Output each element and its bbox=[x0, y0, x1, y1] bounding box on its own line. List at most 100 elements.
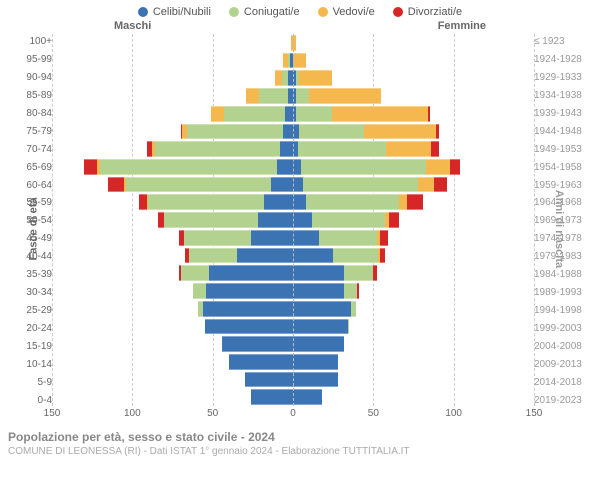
pyramid-row bbox=[52, 140, 534, 158]
bar-segment bbox=[108, 177, 124, 193]
bar-segment bbox=[306, 194, 399, 210]
age-label: 100+ bbox=[29, 36, 52, 47]
age-label: 70-74 bbox=[26, 144, 52, 155]
female-half bbox=[293, 354, 534, 370]
female-half bbox=[293, 106, 534, 122]
bar-segment bbox=[229, 354, 293, 370]
bar-segment bbox=[189, 248, 237, 264]
bar-segment bbox=[434, 177, 447, 193]
female-half bbox=[293, 283, 534, 299]
bar-segment bbox=[299, 124, 363, 140]
birth-label: 2014-2018 bbox=[534, 377, 582, 388]
male-half bbox=[52, 106, 293, 122]
bar-segment bbox=[299, 70, 331, 86]
legend-label: Celibi/Nubili bbox=[153, 6, 211, 18]
birth-label: 2004-2008 bbox=[534, 341, 582, 352]
bar-segment bbox=[407, 194, 423, 210]
female-half bbox=[293, 194, 534, 210]
bar-segment bbox=[293, 301, 351, 317]
legend-item: Coniugati/e bbox=[229, 6, 300, 18]
male-half bbox=[52, 88, 293, 104]
birth-label: 1954-1958 bbox=[534, 162, 582, 173]
age-label: 80-84 bbox=[26, 108, 52, 119]
male-half bbox=[52, 389, 293, 405]
chart-rows bbox=[52, 34, 534, 406]
male-half bbox=[52, 70, 293, 86]
bar-segment bbox=[224, 106, 285, 122]
bar-segment bbox=[293, 248, 333, 264]
female-half bbox=[293, 177, 534, 193]
bar-segment bbox=[357, 283, 359, 299]
bar-segment bbox=[293, 212, 312, 228]
pyramid-row bbox=[52, 282, 534, 300]
bar-segment bbox=[264, 194, 293, 210]
age-label: 15-19 bbox=[26, 341, 52, 352]
bar-segment bbox=[293, 35, 296, 51]
bar-segment bbox=[187, 124, 283, 140]
male-half bbox=[52, 372, 293, 388]
bar-segment bbox=[298, 141, 386, 157]
birth-label: 1989-1993 bbox=[534, 287, 582, 298]
plot-area: Fasce di età Anni di nascita 100+95-9990… bbox=[4, 34, 596, 424]
legend: Celibi/Nubili Coniugati/e Vedovi/e Divorzia… bbox=[4, 6, 596, 18]
bar-segment bbox=[184, 230, 251, 246]
pyramid-row bbox=[52, 300, 534, 318]
female-half bbox=[293, 248, 534, 264]
bar-segment bbox=[312, 212, 384, 228]
x-tick: 0 bbox=[290, 408, 296, 419]
legend-swatch bbox=[393, 7, 403, 17]
male-half bbox=[52, 283, 293, 299]
male-half bbox=[52, 354, 293, 370]
bar-segment bbox=[206, 283, 293, 299]
pyramid-row bbox=[52, 318, 534, 336]
bar-segment bbox=[155, 141, 280, 157]
pyramid-row bbox=[52, 158, 534, 176]
bar-segment bbox=[431, 141, 439, 157]
bar-segment bbox=[293, 354, 338, 370]
legend-label: Coniugati/e bbox=[244, 6, 300, 18]
age-label: 35-39 bbox=[26, 269, 52, 280]
legend-swatch bbox=[138, 7, 148, 17]
bar-segment bbox=[139, 194, 147, 210]
bar-segment bbox=[293, 336, 344, 352]
pyramid-row bbox=[52, 52, 534, 70]
pyramid-row bbox=[52, 211, 534, 229]
pyramid-row bbox=[52, 335, 534, 353]
bar-segment bbox=[332, 106, 428, 122]
age-label: 25-29 bbox=[26, 305, 52, 316]
bar-segment bbox=[126, 177, 271, 193]
x-tick: 150 bbox=[44, 408, 61, 419]
y-axis-right-title: Anni di nascita bbox=[553, 190, 565, 268]
bar-segment bbox=[399, 194, 407, 210]
bar-segment bbox=[293, 372, 338, 388]
pyramid-row bbox=[52, 34, 534, 52]
bar-segment bbox=[309, 88, 381, 104]
pyramid-row bbox=[52, 229, 534, 247]
bar-segment bbox=[293, 159, 301, 175]
bar-segment bbox=[380, 230, 388, 246]
bar-segment bbox=[285, 106, 293, 122]
male-half bbox=[52, 177, 293, 193]
birth-label: 1984-1988 bbox=[534, 269, 582, 280]
legend-label: Divorziati/e bbox=[408, 6, 462, 18]
footer-title: Popolazione per età, sesso e stato civil… bbox=[8, 430, 596, 444]
pyramid-row bbox=[52, 123, 534, 141]
age-label: 75-79 bbox=[26, 126, 52, 137]
bar-segment bbox=[351, 301, 356, 317]
chart-container: Celibi/Nubili Coniugati/e Vedovi/e Divorzia… bbox=[0, 0, 600, 500]
female-half bbox=[293, 35, 534, 51]
age-label: 0-4 bbox=[38, 395, 52, 406]
legend-label: Vedovi/e bbox=[333, 6, 375, 18]
bar-segment bbox=[283, 124, 293, 140]
age-label: 90-94 bbox=[26, 72, 52, 83]
bar-segment bbox=[296, 106, 331, 122]
x-tick: 50 bbox=[207, 408, 218, 419]
birth-label: 1994-1998 bbox=[534, 305, 582, 316]
bar-segment bbox=[293, 283, 344, 299]
bar-segment bbox=[296, 88, 309, 104]
legend-item: Celibi/Nubili bbox=[138, 6, 211, 18]
pyramid-row bbox=[52, 371, 534, 389]
bar-segment bbox=[389, 212, 399, 228]
male-half bbox=[52, 319, 293, 335]
legend-item: Vedovi/e bbox=[318, 6, 375, 18]
